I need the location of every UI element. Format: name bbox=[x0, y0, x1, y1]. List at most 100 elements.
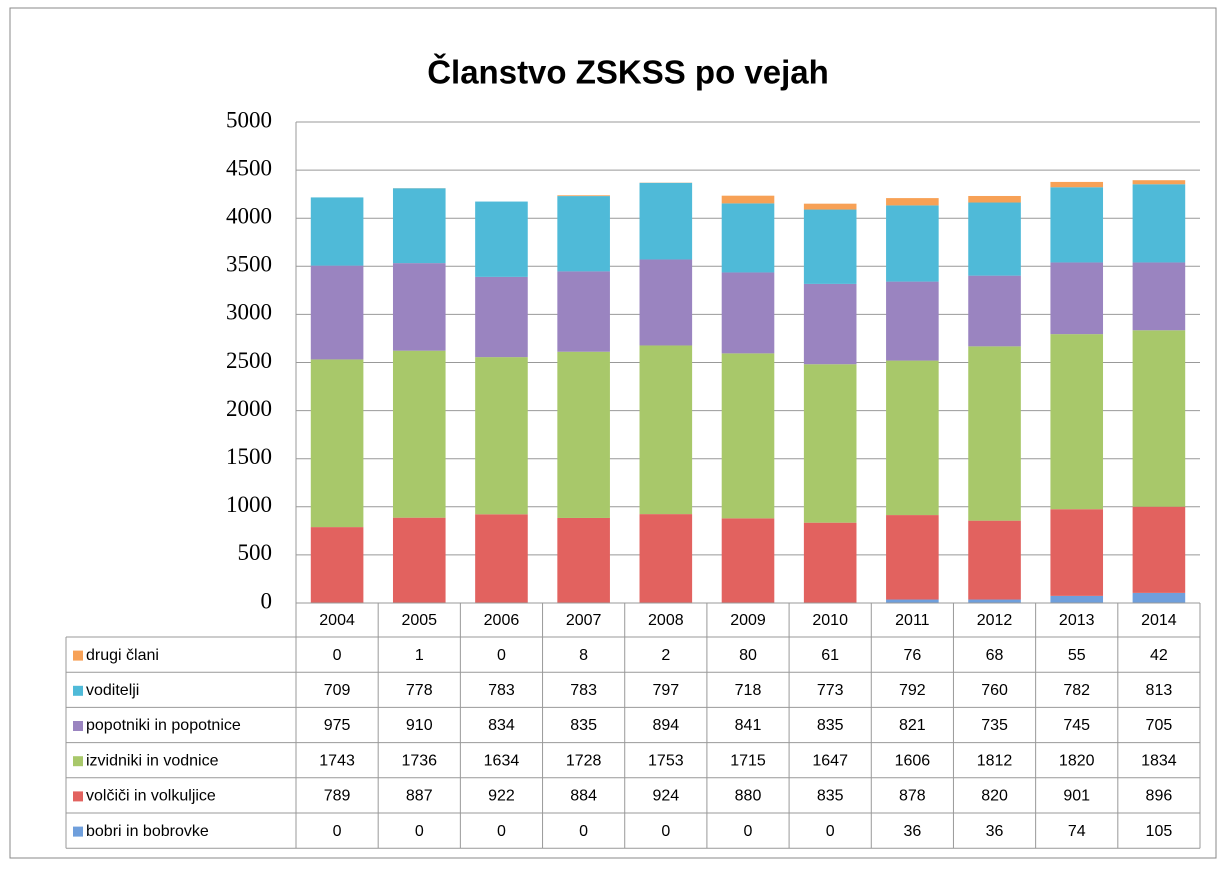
table-value: 76 bbox=[903, 647, 921, 664]
bar bbox=[968, 203, 1021, 276]
bar bbox=[1050, 262, 1103, 334]
y-tick-label: 4000 bbox=[226, 203, 272, 228]
chart-title: Članstvo ZSKSS po vejah bbox=[427, 53, 829, 91]
table-value: 80 bbox=[739, 647, 757, 664]
bar bbox=[1133, 262, 1186, 330]
bar bbox=[1050, 596, 1103, 603]
bar bbox=[475, 202, 528, 277]
legend-swatch bbox=[73, 721, 83, 731]
table-value: 0 bbox=[415, 823, 424, 840]
table-value: 896 bbox=[1146, 788, 1173, 805]
table-value: 745 bbox=[1063, 717, 1090, 734]
table-value: 42 bbox=[1150, 647, 1168, 664]
y-tick-label: 5000 bbox=[226, 107, 272, 132]
table-value: 36 bbox=[903, 823, 921, 840]
table-value: 783 bbox=[570, 682, 597, 699]
bar bbox=[557, 352, 610, 518]
table-value: 0 bbox=[497, 823, 506, 840]
y-tick-label: 2500 bbox=[226, 348, 272, 373]
x-tick-label: 2012 bbox=[977, 612, 1013, 629]
table-value: 36 bbox=[986, 823, 1004, 840]
legend-label: bobri in bobrovke bbox=[86, 823, 209, 840]
bar bbox=[968, 346, 1021, 520]
table-value: 55 bbox=[1068, 647, 1086, 664]
table-value: 709 bbox=[324, 682, 351, 699]
y-tick-label: 4500 bbox=[226, 155, 272, 180]
table-value: 789 bbox=[324, 788, 351, 805]
table-value: 901 bbox=[1063, 788, 1090, 805]
table-value: 835 bbox=[817, 717, 844, 734]
table-value: 922 bbox=[488, 788, 515, 805]
table-value: 1743 bbox=[319, 752, 355, 769]
table-value: 975 bbox=[324, 717, 351, 734]
table-value: 1736 bbox=[401, 752, 437, 769]
x-tick-label: 2006 bbox=[484, 612, 520, 629]
table-value: 0 bbox=[661, 823, 670, 840]
bar bbox=[557, 271, 610, 351]
bar bbox=[722, 196, 775, 204]
table-value: 880 bbox=[735, 788, 762, 805]
table-value: 718 bbox=[735, 682, 762, 699]
bar bbox=[475, 277, 528, 357]
y-tick-label: 3000 bbox=[226, 300, 272, 325]
table-value: 783 bbox=[488, 682, 515, 699]
table-value: 1820 bbox=[1059, 752, 1095, 769]
bar bbox=[1133, 593, 1186, 603]
legend-label: voditelji bbox=[86, 682, 139, 699]
table-value: 1812 bbox=[977, 752, 1013, 769]
bar bbox=[804, 523, 857, 603]
bar bbox=[886, 361, 939, 515]
table-value: 1834 bbox=[1141, 752, 1177, 769]
table-value: 820 bbox=[981, 788, 1008, 805]
table-value: 735 bbox=[981, 717, 1008, 734]
bar bbox=[886, 282, 939, 361]
bar bbox=[393, 518, 446, 603]
bar bbox=[1050, 187, 1103, 262]
table-value: 74 bbox=[1068, 823, 1086, 840]
bar bbox=[804, 204, 857, 210]
x-tick-label: 2014 bbox=[1141, 612, 1177, 629]
bar bbox=[1133, 330, 1186, 506]
legend-swatch bbox=[73, 827, 83, 837]
x-tick-label: 2011 bbox=[895, 612, 930, 629]
table-value: 1753 bbox=[648, 752, 684, 769]
table-value: 887 bbox=[406, 788, 433, 805]
table-value: 1647 bbox=[812, 752, 848, 769]
bar bbox=[640, 183, 693, 260]
table-value: 924 bbox=[652, 788, 679, 805]
bar bbox=[557, 195, 610, 196]
bar bbox=[557, 196, 610, 271]
bar bbox=[311, 359, 364, 527]
y-tick-label: 1000 bbox=[226, 492, 272, 517]
legend-swatch bbox=[73, 651, 83, 661]
legend-label: drugi člani bbox=[86, 647, 159, 664]
x-tick-label: 2008 bbox=[648, 612, 684, 629]
table-value: 778 bbox=[406, 682, 433, 699]
bar bbox=[968, 276, 1021, 347]
bar bbox=[1050, 182, 1103, 187]
bar bbox=[640, 345, 693, 514]
bar bbox=[722, 203, 775, 272]
x-tick-label: 2005 bbox=[401, 612, 437, 629]
bar bbox=[1133, 507, 1186, 593]
bar bbox=[886, 205, 939, 281]
bar bbox=[1050, 334, 1103, 509]
table-value: 1634 bbox=[484, 752, 520, 769]
table-value: 797 bbox=[652, 682, 679, 699]
y-tick-label: 0 bbox=[261, 588, 273, 613]
bar bbox=[804, 364, 857, 522]
table-value: 0 bbox=[333, 823, 342, 840]
bar bbox=[393, 263, 446, 351]
table-value: 782 bbox=[1063, 682, 1090, 699]
y-tick-label: 3500 bbox=[226, 252, 272, 277]
bar bbox=[968, 196, 1021, 203]
bar bbox=[1133, 184, 1186, 262]
bar bbox=[640, 259, 693, 345]
y-tick-label: 1500 bbox=[226, 444, 272, 469]
table-value: 878 bbox=[899, 788, 926, 805]
table-value: 760 bbox=[981, 682, 1008, 699]
x-tick-label: 2004 bbox=[319, 612, 355, 629]
table-value: 0 bbox=[579, 823, 588, 840]
legend-label: popotniki in popotnice bbox=[86, 717, 241, 734]
